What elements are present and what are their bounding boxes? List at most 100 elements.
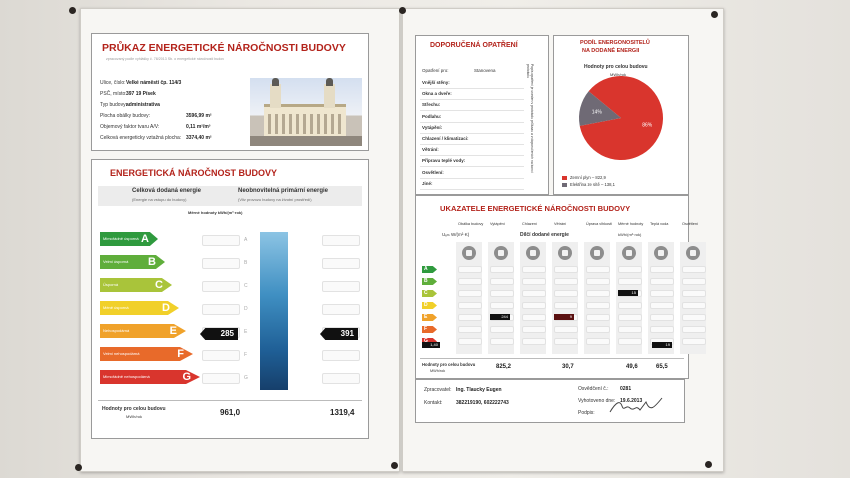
col1-title: Celková dodaná energie	[132, 188, 202, 194]
rating-panel: ENERGETICKÁ NÁROČNOST BUDOVY Celková dod…	[91, 159, 369, 439]
scale-letter: F	[244, 352, 248, 358]
delivered-placeholder	[202, 304, 240, 315]
indicator-cell	[554, 338, 578, 345]
indicator-cell	[554, 266, 578, 273]
indicators-units: kWh/(m²·rok)	[618, 232, 642, 237]
indicator-class-e: E	[422, 314, 437, 321]
indicator-column-label: Teplá voda	[650, 222, 669, 226]
total-delivered-energy: 961,0	[220, 408, 241, 417]
pie-slice	[579, 76, 663, 160]
recommendation-row-line	[420, 166, 524, 168]
indicator-cell	[618, 278, 642, 285]
legend-entry: Zemní plyn – 822,9	[570, 175, 606, 180]
signature	[609, 397, 663, 413]
indicator-cell	[618, 326, 642, 333]
class-bar-g: Mimořádně nehospodárná G	[100, 370, 200, 384]
cert-label: Osvědčení č.:	[578, 386, 609, 392]
indicator-cell	[618, 302, 642, 309]
indicator-class-f: F	[422, 326, 437, 333]
recommendation-row-label: Jiné:	[422, 180, 433, 186]
contact-panel: Zpracovatel: Ing. Tlaucky Eugen Kontakt:…	[415, 379, 685, 423]
indicator-cell	[522, 314, 546, 321]
rating-footer-line	[98, 400, 362, 401]
rating-col-header	[98, 186, 362, 206]
screw	[399, 7, 406, 14]
delivered-placeholder	[202, 258, 240, 269]
scale-letter: E	[244, 329, 248, 335]
primary-placeholder	[322, 304, 360, 315]
indicator-cell	[650, 266, 674, 273]
energy-share-title-line1: PODÍL ENERGONOSITELŮ	[580, 40, 650, 46]
recommendations-panel: DOPORUČENÁ OPATŘENÍ Opatření pro: Stanov…	[415, 35, 549, 195]
building-info-label: Typ budovy:	[100, 102, 127, 108]
class-bar-label: Mimořádně nehospodárná	[103, 374, 150, 379]
indicator-column-stripe	[648, 242, 674, 354]
primary-placeholder	[322, 373, 360, 384]
recommendation-row-label: Okna a dveře:	[422, 91, 452, 97]
building-info-value: 397 19 Písek	[126, 91, 156, 97]
indicator-cell	[682, 266, 706, 273]
legend-swatch	[562, 183, 567, 187]
indicator-cell	[650, 302, 674, 309]
indicator-column-label: Měrné hodnoty	[618, 222, 644, 226]
col1-subtitle: (Energie na vstupu do budovy)	[132, 197, 187, 202]
indicator-cell	[490, 326, 514, 333]
certificate-header-panel: PRŮKAZ ENERGETICKÉ NÁROČNOSTI BUDOVY zpr…	[91, 33, 369, 151]
scale-letter: C	[244, 283, 248, 289]
primary-placeholder	[322, 235, 360, 246]
screw	[391, 462, 398, 469]
screw	[711, 11, 718, 18]
indicator-cell	[554, 326, 578, 333]
certificate-title: PRŮKAZ ENERGETICKÉ NÁROČNOSTI BUDOVY	[102, 42, 346, 54]
certificate-subtitle: zpracovaný podle vyhlášky č. 78/2013 Sb.…	[106, 57, 225, 61]
delivered-energy-marker: 285	[200, 328, 238, 340]
primary-placeholder	[322, 281, 360, 292]
indicator-column-icon	[686, 246, 700, 260]
class-bar-f: Velmi nehospodárná F	[100, 347, 193, 361]
recommendation-row-label: Chlazení / klimatizaci:	[422, 136, 469, 141]
indicator-column-icon	[654, 246, 668, 260]
class-bar-label: Velmi nehospodárná	[103, 351, 140, 356]
indicator-cell	[522, 278, 546, 285]
class-bar-letter: F	[177, 348, 184, 360]
indicator-total: 65,5	[656, 364, 668, 370]
uem-label: Uₑₘ W/(m²·K)	[442, 232, 470, 237]
indicator-cell	[458, 278, 482, 285]
building-photo	[250, 78, 362, 146]
indicator-cell	[586, 266, 610, 273]
class-bar-letter: A	[141, 233, 149, 245]
prepared-label: Zpracovatel:	[424, 387, 452, 393]
right-certificate-sheet: DOPORUČENÁ OPATŘENÍ Opatření pro: Stanov…	[402, 8, 724, 472]
indicator-cell	[586, 338, 610, 345]
recommendation-row-label: Vnější stěny:	[422, 80, 450, 85]
indicator-column-label: Vytápění	[490, 222, 505, 226]
indicator-column-icon	[494, 246, 508, 260]
primary-placeholder	[322, 258, 360, 269]
class-bar-a: Mimořádně úsporná A	[100, 232, 158, 246]
indicator-cell	[490, 302, 514, 309]
energy-share-chart-unit: MWh/rok	[610, 72, 626, 77]
screw	[69, 7, 76, 14]
building-info-label: Objemový faktor tvaru A/V:	[100, 124, 160, 130]
indicator-cell	[650, 278, 674, 285]
total-primary-energy: 1319,4	[330, 408, 355, 417]
recommendation-row-line	[420, 144, 524, 145]
indicator-cell	[522, 266, 546, 273]
indicator-cell	[554, 302, 578, 309]
indicator-total: 30,7	[562, 364, 574, 370]
indicator-cell	[458, 314, 482, 321]
building-right-tower	[324, 84, 335, 108]
recommendation-row-label: Přípravu teplé vody:	[422, 158, 466, 164]
delivered-placeholder	[202, 373, 240, 384]
indicator-class-a: A	[422, 266, 437, 273]
class-bar-letter: C	[155, 279, 163, 291]
scale-letter: A	[244, 237, 248, 243]
class-bar-label: Méně úsporná	[103, 305, 129, 310]
class-bar-letter: G	[182, 371, 191, 383]
indicator-marker: 244	[490, 314, 510, 320]
rating-title: ENERGETICKÁ NÁROČNOST BUDOVY	[110, 168, 278, 178]
building-right-spire	[326, 78, 333, 86]
primary-energy-marker: 391	[320, 328, 358, 340]
indicator-marker: 1,40	[422, 342, 440, 348]
pie-data-label: 14%	[592, 110, 603, 116]
